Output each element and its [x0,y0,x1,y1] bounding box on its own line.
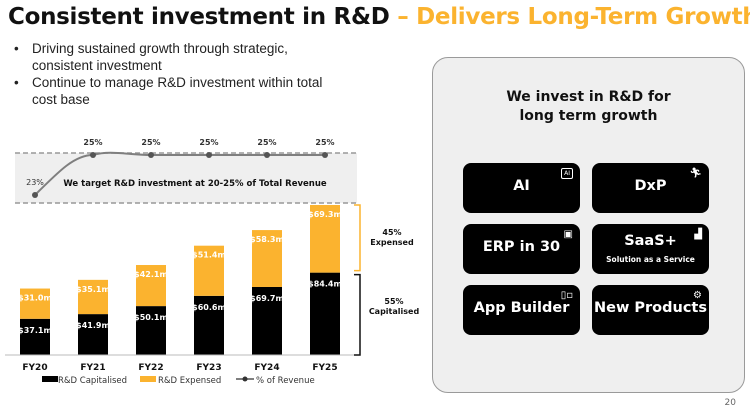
target-note: We target R&D investment at 20-25% of To… [63,179,327,189]
bar-expensed [194,245,224,296]
person-running-icon: 🏃︎ [689,168,702,179]
rd-focus-panel: We invest in R&D for long term growth AI… [432,57,745,393]
growth-chart-icon: ▟ [694,229,702,240]
x-tick-label: FY24 [254,363,279,373]
bar-expensed [252,230,282,287]
revenue-pct-point [264,152,270,158]
tile-label: AI [513,178,530,194]
bar-expensed-label: $58.3m [250,235,284,244]
tile-label: DxP [634,178,667,194]
bar-capitalised [194,295,224,355]
bar-capitalised [20,318,50,355]
x-tick-label: FY23 [196,363,221,373]
target-band [15,153,357,203]
rd-investment-chart: We target R&D investment at 20-25% of To… [5,138,420,386]
revenue-pct-point [206,152,212,158]
bar-expensed [136,265,166,307]
bar-capitalised-label: $41.9m [76,321,110,330]
bar-expensed-label: $42.1m [134,270,168,279]
tile-label: SaaS+ [624,233,677,249]
title-main: Consistent investment in R&D [8,4,390,30]
bracket-capitalised [354,273,361,356]
x-tick-label: FY21 [80,363,105,373]
tile-label: ERP in 30 [482,239,561,255]
x-tick-label: FY22 [138,363,163,373]
bar-expensed [20,288,50,319]
bar-capitalised-label: $60.6m [192,303,226,312]
x-tick-label: FY25 [312,363,337,373]
tile-erp-in-30[interactable]: ERP in 30 ▣ [463,224,580,274]
bar-expensed-label: $69.3m [308,210,342,219]
tile-app-builder[interactable]: App Builder ▯▫ [463,285,580,335]
bar-capitalised-label: $69.7m [250,294,284,303]
bracket-expensed [354,204,361,272]
revenue-pct-label: 23% [26,178,44,187]
badge-alert-icon: ⚙ [693,290,702,301]
revenue-pct-point [32,192,38,198]
title-accent: – Delivers Long-Term Growth [397,4,750,30]
legend-line-marker [242,376,248,382]
bar-expensed [310,204,340,273]
revenue-pct-label: 25% [257,138,276,147]
tile-label: App Builder [473,300,570,316]
revenue-pct-point [90,152,96,158]
bar-capitalised [310,272,340,355]
tile-saas[interactable]: SaaS+ Solution as a Service ▟ [592,224,709,274]
legend-capitalised-label: R&D Capitalised [58,376,127,386]
legend-line-label: % of Revenue [256,376,315,386]
bar-capitalised [78,314,108,355]
page-number: 20 [724,398,736,408]
bullet-item: Continue to manage R&D investment within… [14,74,334,108]
revenue-pct-point [322,152,328,158]
bar-capitalised-label: $37.1m [18,326,52,335]
bar-expensed-label: $51.4m [192,251,226,260]
capitalised-label: Capitalised [369,307,420,316]
legend-capitalised-swatch [42,376,58,382]
bar-capitalised-label: $84.4m [308,280,342,289]
expensed-pct: 45% [382,228,401,237]
bar-expensed [78,279,108,315]
x-tick-label: FY20 [22,363,47,373]
ai-icon: AI [561,168,573,179]
bar-capitalised [136,306,166,355]
panel-title: We invest in R&D for long term growth [506,89,671,124]
expensed-label: Expensed [370,238,414,247]
tile-new-products[interactable]: New Products ⚙ [592,285,709,335]
bullet-item: Driving sustained growth through strateg… [14,40,334,74]
tile-label: New Products [593,300,707,316]
page-title: Consistent investment in R&D – Delivers … [8,4,750,30]
revenue-pct-point [148,152,154,158]
tile-ai[interactable]: AI AI [463,163,580,213]
revenue-pct-label: 25% [315,138,334,147]
layout-blocks-icon: ▯▫ [560,290,573,301]
tile-sublabel: Solution as a Service [606,255,695,264]
tile-dxp[interactable]: DxP 🏃︎ [592,163,709,213]
bar-capitalised [252,286,282,355]
revenue-pct-label: 25% [199,138,218,147]
bar-capitalised-label: $50.1m [134,313,168,322]
legend-expensed-label: R&D Expensed [158,376,221,386]
bar-expensed-label: $35.1m [76,285,110,294]
calendar-30-icon: ▣ [563,229,573,240]
bar-expensed-label: $31.0m [18,294,52,303]
capitalised-pct: 55% [384,297,403,306]
bullet-list: Driving sustained growth through strateg… [14,40,334,108]
legend-expensed-swatch [140,376,156,382]
revenue-pct-label: 25% [141,138,160,147]
revenue-pct-label: 25% [83,138,102,147]
